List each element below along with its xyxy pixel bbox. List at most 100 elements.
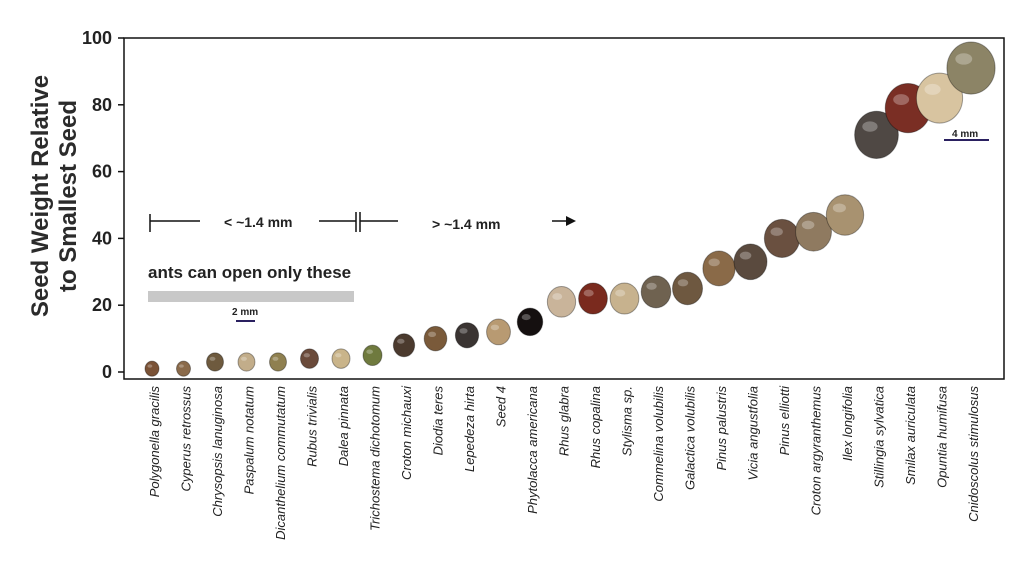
x-category-label: Opuntia humifusa xyxy=(935,386,950,488)
seed-marker xyxy=(546,286,577,318)
seed-marker xyxy=(578,282,608,315)
x-category-label: Phytolacca americana xyxy=(525,386,540,514)
x-category-label: Rubus trivialis xyxy=(305,386,320,467)
x-category-label: Cyperus retrossus xyxy=(179,386,194,492)
seed-point xyxy=(578,282,608,315)
y-axis-title-line-2: to Smallest Seed xyxy=(55,100,82,292)
x-category-label: Cnidoscolus stimulosus xyxy=(966,386,981,522)
seed-point xyxy=(825,194,865,236)
seed-marker xyxy=(269,352,287,372)
x-category-label: Croton michauxi xyxy=(399,385,414,480)
seed-marker xyxy=(854,110,899,159)
x-axis-labels: Polygonella gracilis Cyperus retrossus Chr… xyxy=(147,385,981,540)
y-tick-label: 20 xyxy=(92,295,112,315)
x-category-label: Rhus glabra xyxy=(557,386,572,456)
x-category-label: Croton argyranthemus xyxy=(809,386,824,516)
seed-highlight xyxy=(366,349,373,354)
seed-highlight xyxy=(646,282,657,290)
seed-marker xyxy=(702,250,736,287)
seed-point xyxy=(702,250,736,287)
seed-point xyxy=(206,352,224,372)
seed-marker xyxy=(486,318,511,346)
ants-range-bar xyxy=(148,291,354,302)
seed-point xyxy=(946,41,996,95)
seed-point xyxy=(300,348,319,369)
right-range-label: > ~1.4 mm xyxy=(432,216,501,232)
seed-highlight xyxy=(335,353,342,358)
seed-highlight xyxy=(490,324,500,331)
seed-marker xyxy=(237,352,256,372)
seed-highlight xyxy=(147,364,153,368)
y-tick-label: 60 xyxy=(92,162,112,182)
seed-highlight xyxy=(893,94,910,105)
plot-frame xyxy=(123,37,1005,380)
x-category-label: Seed 4 xyxy=(494,386,509,427)
x-category-label: Ilex longifolia xyxy=(840,386,855,461)
seed-point xyxy=(672,271,703,306)
seed-highlight xyxy=(552,293,563,300)
size-range-annotation: < ~1.4 mm > ~1.4 mm xyxy=(149,212,576,232)
seed-highlight xyxy=(240,356,247,361)
seed-marker xyxy=(362,344,383,367)
seed-point xyxy=(915,72,964,124)
seed-point xyxy=(423,325,448,352)
seed-marker xyxy=(300,348,319,369)
seed-highlight xyxy=(770,227,783,236)
seed-point xyxy=(763,218,801,258)
x-category-label: Paspalum notatum xyxy=(242,386,257,495)
seed-point xyxy=(237,352,256,372)
seed-point xyxy=(609,282,640,315)
seed-marker xyxy=(733,243,768,281)
seed-highlight xyxy=(209,356,216,361)
seed-marker xyxy=(672,271,703,306)
seed-point xyxy=(486,318,511,346)
seed-point xyxy=(176,360,191,377)
seed-highlight xyxy=(801,220,815,230)
seed-marker xyxy=(392,333,416,358)
left-range-label: < ~1.4 mm xyxy=(224,214,293,230)
range-right-arrow-head xyxy=(566,216,576,226)
x-category-label: Dalea pinnata xyxy=(336,386,351,466)
x-category-label: Polygonella gracilis xyxy=(147,386,162,498)
seed-point xyxy=(362,344,383,367)
y-axis-title-line-1: Seed Weight Relative xyxy=(27,75,54,317)
seed-marker xyxy=(423,325,448,352)
x-category-label: Commelina volubilis xyxy=(651,386,666,502)
seed-marker xyxy=(825,194,865,236)
seed-highlight xyxy=(521,314,531,321)
seed-highlight xyxy=(708,258,720,267)
seed-marker xyxy=(144,360,160,377)
seed-marker xyxy=(946,41,996,95)
seed-highlight xyxy=(178,364,184,368)
x-category-label: Dicanthelium commutatum xyxy=(273,386,288,540)
seed-point xyxy=(516,307,544,337)
seed-marker xyxy=(331,348,351,369)
seed-highlight xyxy=(924,83,941,95)
seed-marker xyxy=(454,322,480,349)
seed-highlight xyxy=(739,251,752,260)
data-points xyxy=(144,41,996,377)
seed-point xyxy=(269,352,287,372)
seed-highlight xyxy=(583,289,594,297)
y-tick-label: 100 xyxy=(82,28,112,48)
y-tick-label: 80 xyxy=(92,95,112,115)
x-category-label: Diodia teres xyxy=(431,386,446,456)
seed-marker xyxy=(915,72,964,124)
seed-highlight xyxy=(459,328,468,334)
seed-highlight xyxy=(955,53,973,65)
seed-point xyxy=(454,322,480,349)
seed-highlight xyxy=(303,353,310,358)
seed-marker xyxy=(176,360,191,377)
seed-marker xyxy=(609,282,640,315)
seed-marker xyxy=(763,218,801,258)
seed-highlight xyxy=(677,279,689,287)
large-scale-label: 4 mm xyxy=(952,129,978,140)
seed-marker xyxy=(795,211,832,252)
y-tick-label: 0 xyxy=(102,362,112,382)
seed-marker xyxy=(206,352,224,372)
seed-point xyxy=(331,348,351,369)
seed-highlight xyxy=(397,338,405,344)
seed-point xyxy=(144,360,160,377)
x-category-label: Trichostema dichotomum xyxy=(368,386,383,531)
